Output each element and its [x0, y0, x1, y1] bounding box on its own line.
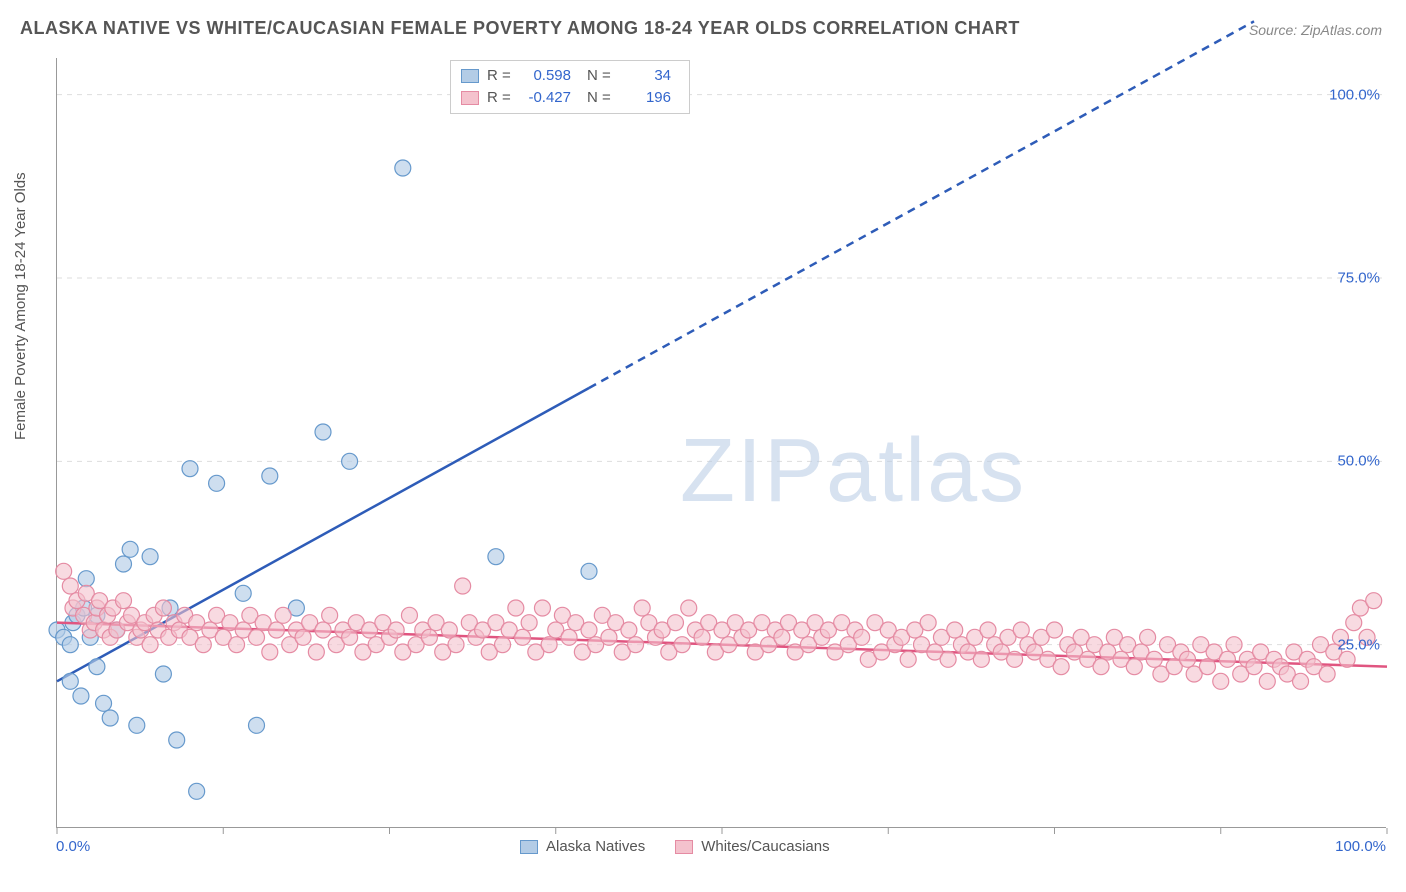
n-value-1: 34 — [623, 65, 679, 87]
y-tick-label: 25.0% — [1337, 636, 1380, 653]
r-label-2: R = — [487, 87, 515, 109]
r-value-1: 0.598 — [523, 65, 579, 87]
y-tick-label: 50.0% — [1337, 453, 1380, 470]
plot-area: 25.0% 50.0% 75.0% 100.0% — [56, 58, 1386, 828]
swatch-series-1 — [461, 69, 479, 83]
swatch-bottom-1 — [520, 840, 538, 854]
source-label: Source: ZipAtlas.com — [1249, 22, 1382, 38]
n-label-1: N = — [587, 65, 615, 87]
legend-label-2: Whites/Caucasians — [701, 838, 829, 855]
swatch-bottom-2 — [675, 840, 693, 854]
legend-row-1: R = 0.598 N = 34 — [461, 65, 679, 87]
r-label-1: R = — [487, 65, 515, 87]
y-tick-label: 100.0% — [1329, 86, 1380, 103]
legend-label-1: Alaska Natives — [546, 838, 645, 855]
x-tick-label-left: 0.0% — [56, 838, 90, 855]
chart-title: ALASKA NATIVE VS WHITE/CAUCASIAN FEMALE … — [20, 18, 1020, 39]
x-tick-label-right: 100.0% — [1335, 838, 1386, 855]
n-value-2: 196 — [623, 87, 679, 109]
y-tick-label: 75.0% — [1337, 270, 1380, 287]
swatch-series-2 — [461, 91, 479, 105]
legend-item-2: Whites/Caucasians — [675, 838, 829, 855]
n-label-2: N = — [587, 87, 615, 109]
series-legend: Alaska Natives Whites/Caucasians — [520, 838, 830, 855]
y-axis-label: Female Poverty Among 18-24 Year Olds — [12, 172, 29, 440]
chart-svg — [57, 58, 1386, 827]
r-value-2: -0.427 — [523, 87, 579, 109]
legend-row-2: R = -0.427 N = 196 — [461, 87, 679, 109]
legend-item-1: Alaska Natives — [520, 838, 645, 855]
correlation-legend: R = 0.598 N = 34 R = -0.427 N = 196 — [450, 60, 690, 114]
